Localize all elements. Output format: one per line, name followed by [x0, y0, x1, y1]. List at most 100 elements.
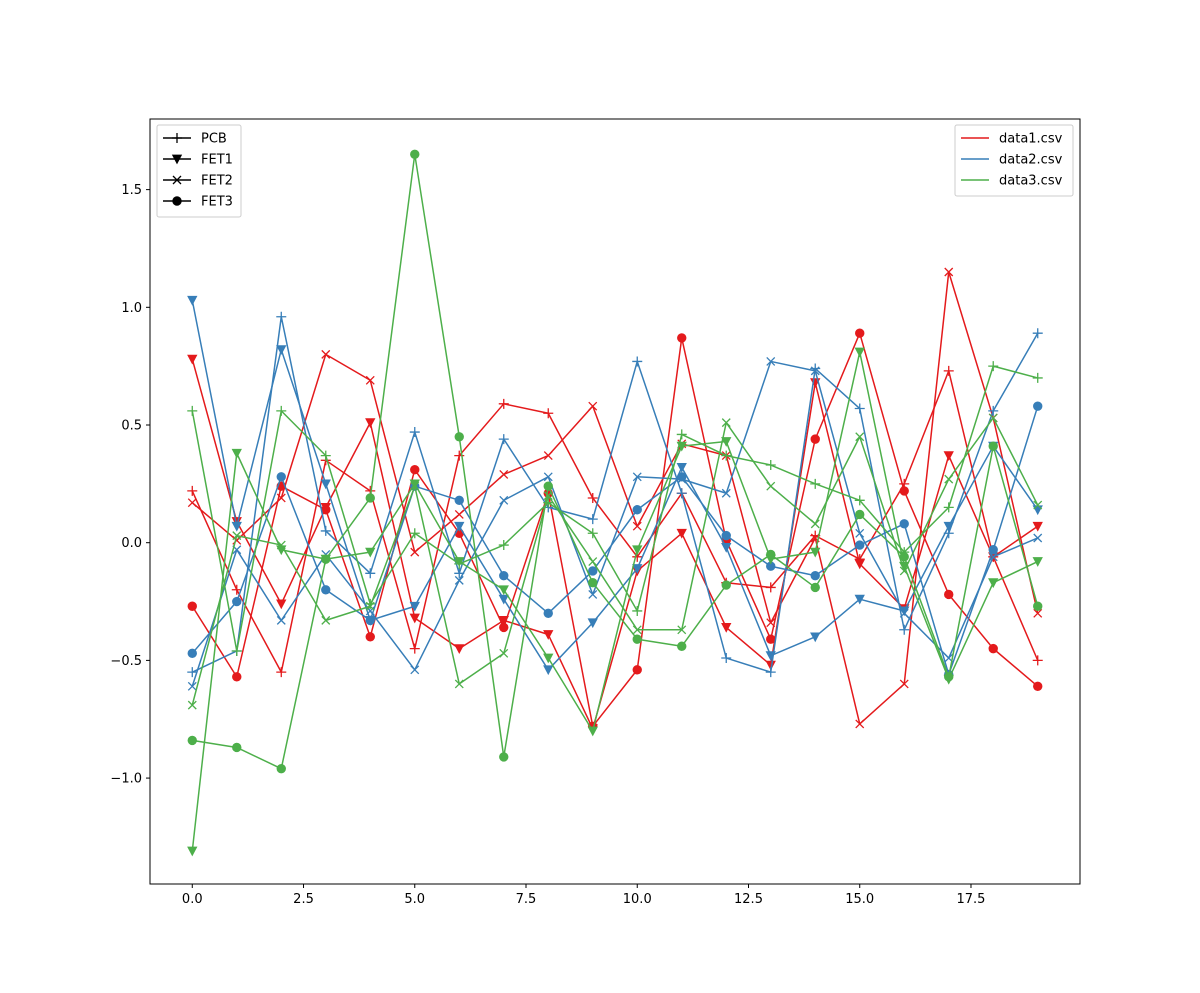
series-line: [191, 271, 1039, 725]
data-point: [231, 645, 242, 656]
data-point: [232, 531, 242, 541]
data-point: [187, 681, 197, 691]
series-line: [191, 417, 1039, 706]
series-data2-plus: [187, 311, 1043, 678]
x-tick-label: 12.5: [734, 892, 763, 907]
data-point: [365, 547, 376, 558]
data-point: [587, 492, 598, 503]
plot-area: [150, 119, 1080, 884]
data-point: [766, 634, 776, 644]
data-point: [854, 559, 865, 570]
data-point: [632, 605, 643, 616]
series-line: [191, 370, 1039, 673]
data-point: [944, 672, 954, 682]
data-point: [899, 519, 909, 529]
data-point: [944, 267, 954, 277]
data-point: [543, 451, 553, 461]
data-point: [1033, 500, 1043, 510]
data-point: [765, 660, 776, 671]
data-point: [632, 564, 643, 574]
series-line: [191, 332, 1039, 728]
data-point: [1033, 401, 1043, 411]
data-point: [943, 365, 954, 376]
data-point: [766, 481, 776, 491]
data-point: [721, 437, 732, 447]
data-point: [454, 575, 464, 585]
data-point: [988, 643, 998, 654]
data-point: [543, 653, 554, 664]
data-point: [187, 601, 197, 611]
data-point: [899, 566, 909, 576]
data-point: [276, 599, 287, 610]
data-point: [321, 615, 331, 625]
x-tick-label: 5.0: [404, 892, 425, 907]
legend-files: data1.csv data2.csv data3.csv: [954, 124, 1074, 197]
data-point: [899, 624, 910, 635]
data-point: [276, 405, 287, 416]
data-point: [632, 356, 643, 367]
data-point: [454, 644, 465, 654]
data-point: [320, 479, 331, 490]
data-point: [543, 608, 553, 619]
data-point: [988, 413, 998, 423]
data-point: [721, 653, 732, 664]
data-point: [454, 557, 465, 567]
series-line: [191, 315, 1039, 673]
series-layer: [187, 149, 1043, 857]
data-point: [410, 149, 420, 160]
data-point: [499, 752, 509, 762]
data-point: [721, 543, 732, 553]
series-data3-x: [187, 413, 1043, 710]
data-point: [409, 601, 420, 612]
series-line: [191, 351, 1039, 852]
data-point: [1033, 601, 1043, 611]
data-point: [721, 450, 732, 461]
data-point: [232, 596, 242, 607]
data-point: [409, 528, 420, 539]
data-point: [410, 547, 420, 557]
data-point: [899, 552, 909, 562]
data-point: [810, 632, 821, 643]
data-point: [677, 472, 687, 482]
data-point: [365, 493, 375, 503]
data-point: [187, 295, 198, 306]
data-point: [454, 495, 464, 506]
legend-label: FET3: [201, 195, 233, 210]
data-point: [810, 570, 820, 581]
data-point: [499, 648, 509, 658]
y-tick-label: 1.0: [121, 301, 142, 316]
data-point: [632, 472, 642, 482]
data-point: [187, 405, 198, 416]
data-point: [632, 545, 643, 556]
data-point: [765, 651, 776, 662]
data-point: [587, 514, 598, 525]
data-point: [676, 429, 687, 440]
data-point: [676, 488, 687, 499]
data-point: [988, 545, 998, 555]
data-point: [766, 549, 776, 560]
data-point: [187, 667, 198, 678]
data-point: [276, 615, 286, 625]
x-tick-label: 7.5: [516, 892, 537, 907]
data-point: [855, 540, 865, 550]
legend-marker-x: [172, 175, 182, 185]
data-point: [187, 485, 198, 496]
x-tick-label: 17.5: [957, 892, 986, 907]
data-point: [632, 665, 642, 675]
data-point: [187, 735, 197, 746]
data-point: [988, 361, 999, 372]
data-point: [810, 478, 821, 489]
data-point: [943, 521, 954, 532]
data-point: [810, 547, 821, 558]
legend-label: FET2: [201, 174, 233, 189]
data-point: [854, 594, 865, 605]
legend-marker-triangle-down: [171, 154, 183, 165]
data-point: [409, 427, 420, 438]
data-point: [1033, 681, 1043, 691]
data-point: [632, 634, 642, 644]
data-point: [498, 585, 509, 596]
x-tick-label: 10.0: [623, 892, 652, 907]
data-point: [320, 525, 331, 536]
data-point: [1033, 533, 1043, 543]
